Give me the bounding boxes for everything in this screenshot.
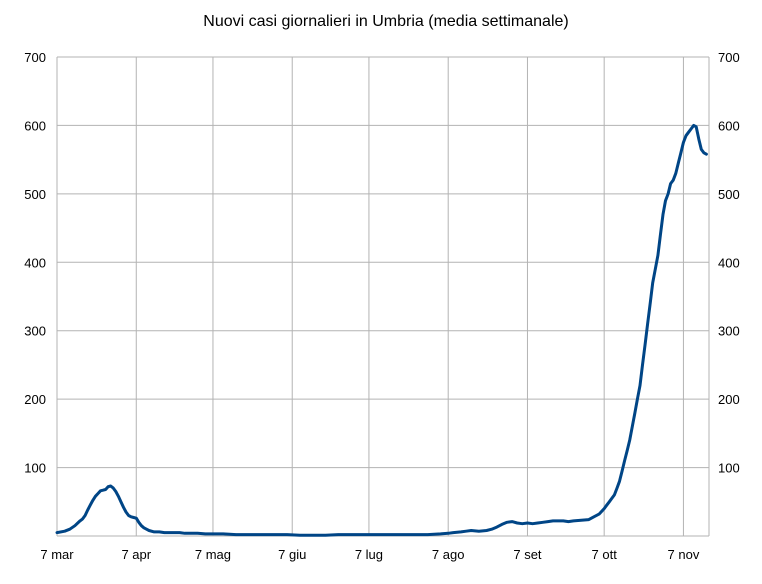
left-y-tick-label: 400 bbox=[24, 255, 46, 270]
axes bbox=[56, 57, 710, 537]
x-tick-label: 7 lug bbox=[355, 547, 383, 562]
x-tick-label: 7 apr bbox=[121, 547, 151, 562]
x-tick-label: 7 ago bbox=[432, 547, 465, 562]
left-y-tick-label: 600 bbox=[24, 118, 46, 133]
left-y-tick-label: 200 bbox=[24, 392, 46, 407]
x-tick-label: 7 set bbox=[513, 547, 542, 562]
right-y-axis-ticks: 100 200 300 400 500 600 700 bbox=[718, 50, 740, 476]
x-tick-label: 7 giu bbox=[278, 547, 306, 562]
gridlines bbox=[56, 56, 709, 536]
right-y-tick-label: 700 bbox=[718, 50, 740, 65]
left-y-tick-label: 500 bbox=[24, 187, 46, 202]
left-y-tick-label: 100 bbox=[24, 461, 46, 476]
right-y-tick-label: 600 bbox=[718, 118, 740, 133]
chart-title: Nuovi casi giornalieri in Umbria (media … bbox=[203, 13, 568, 30]
x-axis-ticks: 7 mar 7 apr 7 mag 7 giu 7 lug 7 ago 7 set 7 ott… bbox=[40, 547, 699, 562]
left-y-axis-ticks: 100 200 300 400 500 600 700 bbox=[24, 50, 46, 476]
x-tick-label: 7 mar bbox=[40, 547, 74, 562]
series-line bbox=[55, 123, 708, 537]
right-y-tick-label: 500 bbox=[718, 187, 740, 202]
x-tick-label: 7 ott bbox=[592, 547, 618, 562]
right-y-tick-label: 100 bbox=[718, 461, 740, 476]
right-y-tick-label: 400 bbox=[718, 255, 740, 270]
left-y-tick-label: 700 bbox=[24, 50, 46, 65]
right-y-tick-label: 200 bbox=[718, 392, 740, 407]
x-tick-label: 7 mag bbox=[195, 547, 231, 562]
x-tick-label: 7 nov bbox=[668, 547, 700, 562]
series-layer bbox=[55, 123, 708, 537]
right-y-tick-label: 300 bbox=[718, 324, 740, 339]
left-y-tick-label: 300 bbox=[24, 324, 46, 339]
